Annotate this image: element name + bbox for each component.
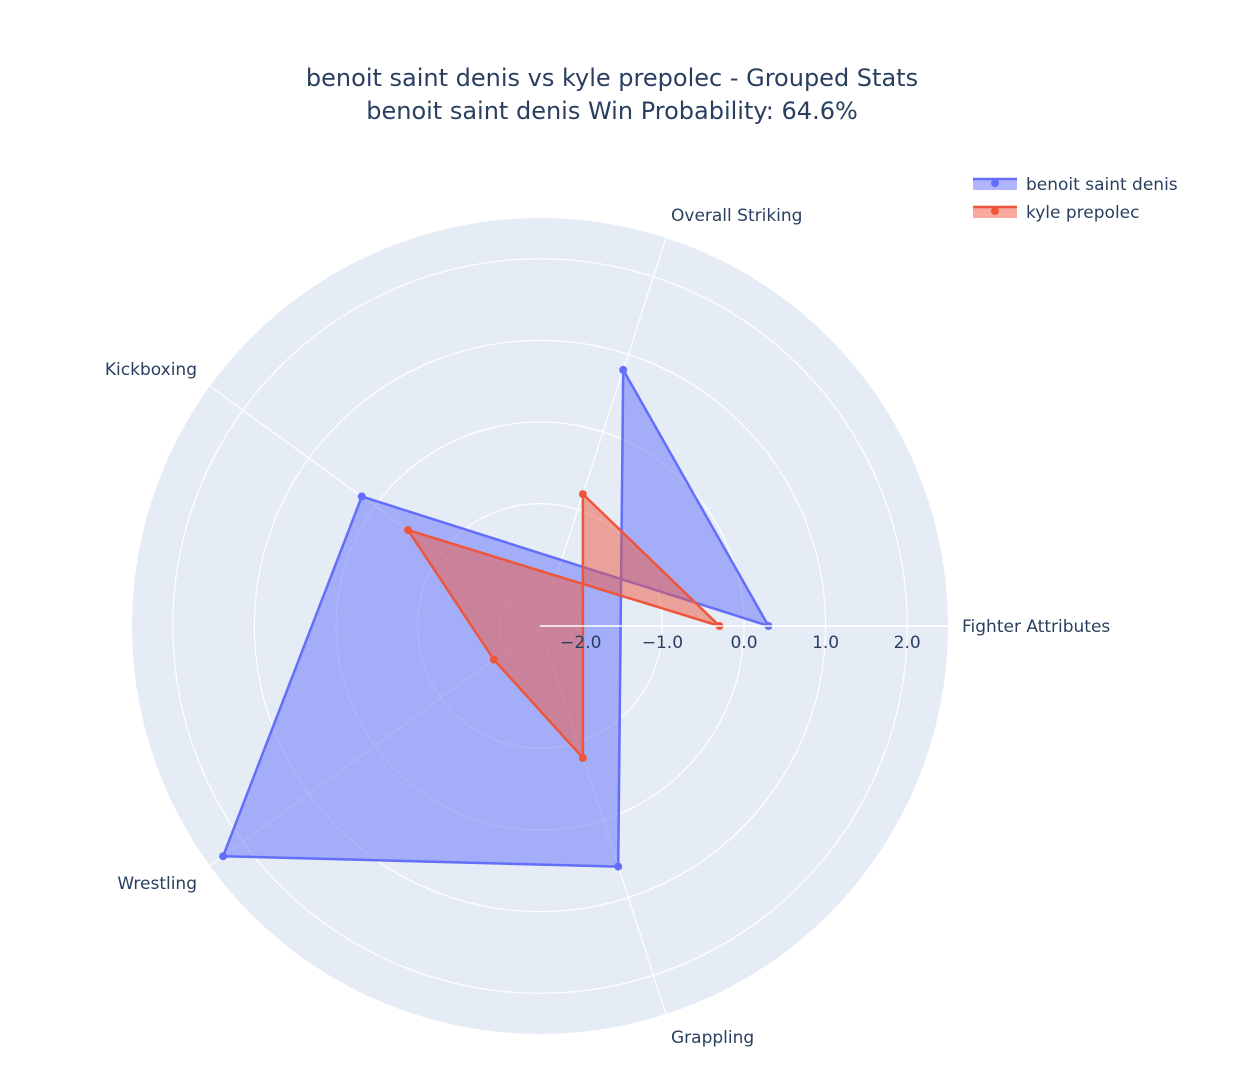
- radial-tick-label: 0.0: [730, 633, 757, 653]
- legend-label-1[interactable]: kyle prepolec: [1026, 203, 1139, 223]
- angular-axis-label: Wrestling: [117, 874, 197, 894]
- legend-label-0[interactable]: benoit saint denis: [1026, 175, 1178, 195]
- series-1-point-3[interactable]: [489, 655, 498, 664]
- series-1-point-1[interactable]: [578, 490, 587, 499]
- series-1-point-2[interactable]: [578, 753, 587, 762]
- legend-marker-1[interactable]: [991, 207, 999, 215]
- radial-tick-label: −1.0: [642, 633, 683, 653]
- radial-tick-label: 1.0: [812, 633, 839, 653]
- radial-axis-ticks: −2.0 −1.0 0.0 1.0 2.0: [540, 625, 948, 653]
- series-0-point-1[interactable]: [619, 365, 628, 374]
- angular-axis-label: Grappling: [671, 1028, 754, 1048]
- angular-axis-label: Overall Striking: [671, 206, 802, 226]
- legend[interactable]: benoit saint denis kyle prepolec: [973, 175, 1178, 223]
- legend-marker-0[interactable]: [991, 179, 999, 187]
- series-0-point-4[interactable]: [357, 492, 366, 501]
- radial-tick-label: −2.0: [560, 633, 601, 653]
- series-1-point-4[interactable]: [403, 526, 412, 535]
- chart-subtitle: benoit saint denis Win Probability: 64.6…: [366, 97, 858, 125]
- radial-tick-label: 2.0: [894, 633, 921, 653]
- chart-title: benoit saint denis vs kyle prepolec - Gr…: [306, 64, 918, 92]
- angular-axis-labels: Fighter Attributes Overall Striking Grappl…: [105, 206, 1111, 1048]
- angular-axis-label: Kickboxing: [105, 360, 197, 380]
- series-0-point-2[interactable]: [614, 862, 623, 871]
- angular-axis-label: Fighter Attributes: [962, 617, 1110, 637]
- series-0-point-3[interactable]: [219, 852, 228, 861]
